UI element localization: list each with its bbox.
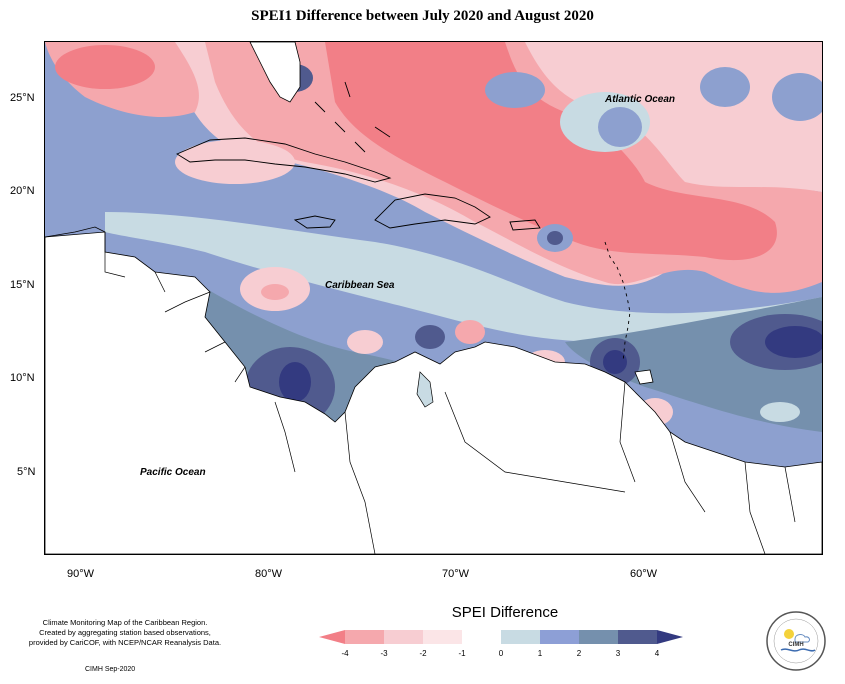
lon-tick-label: 60°W <box>630 568 658 580</box>
legend-tick-label: -2 <box>419 649 427 658</box>
lat-tick-label: 5°N <box>17 466 36 478</box>
credit-line: provided by CariCOF, with NCEP/NCAR Rean… <box>28 638 222 647</box>
caribbean-sea-label: Caribbean Sea <box>325 280 395 291</box>
field-red <box>55 45 155 89</box>
legend-title: SPEI Difference <box>451 604 559 621</box>
hispaniola-outline <box>374 193 491 229</box>
jamaica-outline <box>293 215 336 229</box>
lat-tick-label: 25°N <box>10 92 35 104</box>
lon-tick-label: 70°W <box>442 568 470 580</box>
legend-swatch <box>501 630 540 644</box>
legend-tick-label: 0 <box>499 649 504 658</box>
field-blue-patch <box>772 73 822 121</box>
credit-text: Climate Monitoring Map of the Caribbean … <box>20 618 230 648</box>
field-darkest-patch <box>603 350 627 374</box>
field-lightblue-band <box>105 212 822 347</box>
country-borders <box>104 232 296 473</box>
legend-tick-label: -4 <box>341 649 349 658</box>
credit-line: Created by aggregating station based obs… <box>39 628 211 637</box>
lon-tick-label: 90°W <box>67 568 95 580</box>
legend-swatch <box>345 630 384 644</box>
lon-tick-label: 80°W <box>255 568 283 580</box>
pacific-ocean-label: Pacific Ocean <box>140 467 206 478</box>
puerto-rico-outline <box>509 219 541 231</box>
field-pink <box>455 320 485 344</box>
spei-map: Atlantic Ocean Caribbean Sea Pacific Oce… <box>44 41 823 555</box>
cloud-icon <box>794 634 810 643</box>
bahamas-outline <box>314 81 391 153</box>
legend-swatch <box>540 630 579 644</box>
trinidad-outline <box>634 369 654 385</box>
field-darkest-patch <box>279 362 311 402</box>
lat-tick-label: 20°N <box>10 185 35 197</box>
coastline <box>45 226 106 238</box>
florida-land <box>249 42 301 103</box>
field-blue-patch <box>598 107 642 147</box>
field-light-pink <box>175 140 295 184</box>
legend-tick-label: 1 <box>538 649 543 658</box>
field-dark-patch <box>415 325 445 349</box>
field-blue-patch <box>485 72 545 108</box>
legend-swatch <box>423 630 462 644</box>
legend-tick-label: 3 <box>616 649 621 658</box>
lake-maracaibo <box>416 371 434 408</box>
atlantic-ocean-label: Atlantic Ocean <box>605 94 676 105</box>
sun-icon <box>784 629 794 639</box>
legend-tick-label: -3 <box>380 649 388 658</box>
field-light-pink <box>347 330 383 354</box>
cuba-outline <box>176 137 392 183</box>
spei-field <box>45 42 822 554</box>
map-title: SPEI1 Difference between July 2020 and A… <box>251 8 594 24</box>
color-legend: -4 -3 -2 -1 0 1 2 3 4 <box>319 630 683 658</box>
legend-swatch <box>618 630 657 644</box>
logo-text: CIMH <box>788 642 803 648</box>
wave-icon <box>780 648 816 652</box>
legend-swatch <box>462 630 501 644</box>
credit-line: Climate Monitoring Map of the Caribbean … <box>42 618 208 627</box>
legend-tick-label: 4 <box>655 649 660 658</box>
legend-tick-label: 2 <box>577 649 582 658</box>
cimh-logo: CIMH <box>766 611 826 671</box>
lat-tick-label: 15°N <box>10 279 35 291</box>
legend-swatch <box>319 630 345 644</box>
country-borders <box>344 381 796 554</box>
field-dark-patch <box>547 231 563 245</box>
legend-swatch <box>384 630 423 644</box>
south-america-land <box>45 231 822 554</box>
credit-date: CIMH Sep-2020 <box>85 666 136 673</box>
field-darkest-patch <box>765 326 822 358</box>
legend-swatch <box>657 630 683 644</box>
field-pink <box>261 284 289 300</box>
lat-tick-label: 10°N <box>10 372 35 384</box>
field-blue-patch <box>700 67 750 107</box>
lesser-antilles-outline <box>604 241 631 363</box>
legend-tick-label: -1 <box>458 649 466 658</box>
field-lightblue-patch <box>760 402 800 422</box>
legend-swatch <box>579 630 618 644</box>
field-red <box>325 42 777 261</box>
